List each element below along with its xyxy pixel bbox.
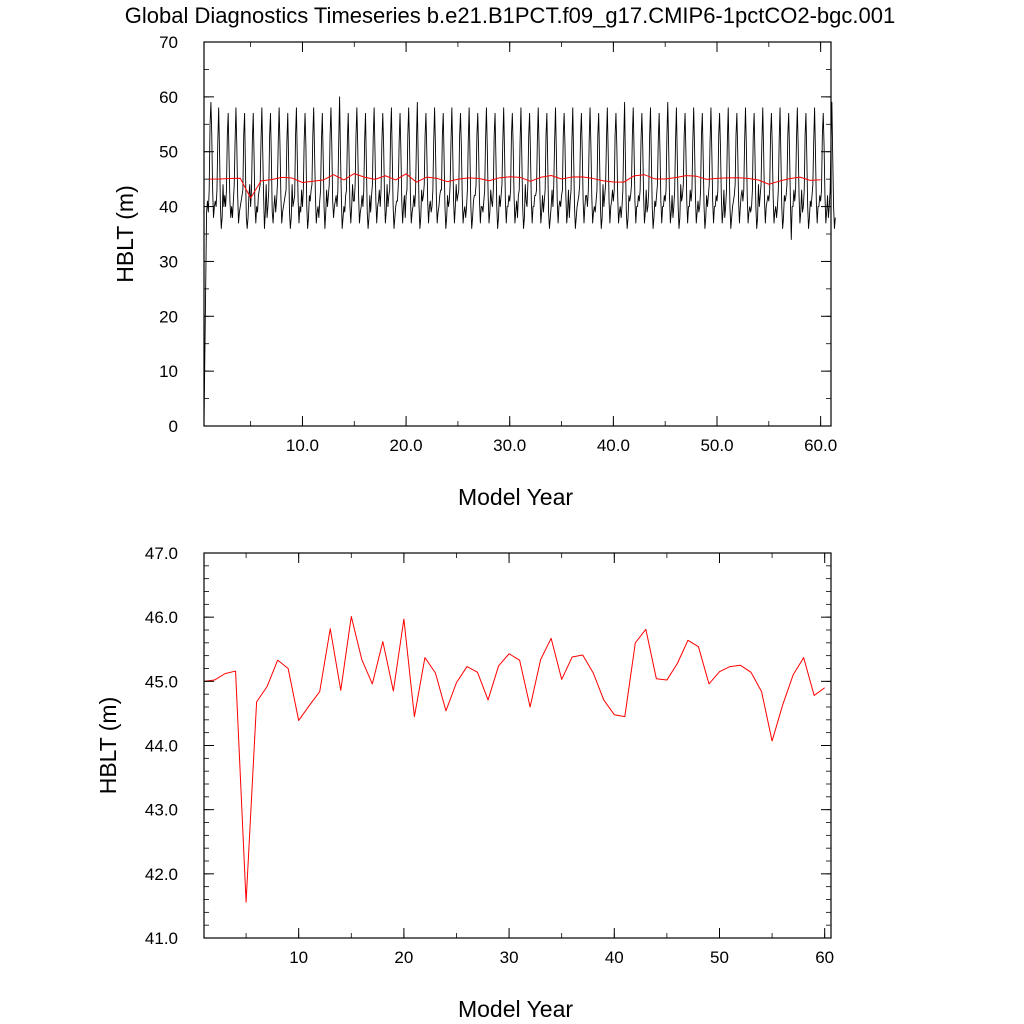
y-tick-label: 30 [159, 252, 178, 271]
x-tick-label: 60 [815, 948, 834, 967]
series-line-annual-mean-hblt [203, 616, 825, 903]
y-tick-label: 46.0 [145, 608, 178, 627]
plot-frame [203, 552, 832, 939]
y-tick-label: 50 [159, 143, 178, 162]
x-tick-label: 60.0 [804, 436, 837, 455]
y-tick-label: 10 [159, 362, 178, 381]
y-tick-label: 60 [159, 88, 178, 107]
y-tick-label: 0 [169, 417, 178, 436]
panel-top-timeseries: 10.0 20.0 30.0 40.0 50.0 60.0 0 10 20 30 40 50 60 70 M… [112, 33, 837, 510]
x-tick-label: 30 [500, 948, 519, 967]
y-tick-label: 20 [159, 307, 178, 326]
x-tick-label: 20.0 [390, 436, 423, 455]
panel-bottom-annual-mean: 10 20 30 40 50 60 41.0 42.0 43.0 44.0 45.0 46.0 47.0… [95, 544, 834, 1022]
x-tick-label: 40 [605, 948, 624, 967]
y-tick-label: 45.0 [145, 672, 178, 691]
x-axis-label: Model Year [458, 996, 573, 1022]
y-tick-label: 70 [159, 33, 178, 52]
y-tick-label: 44.0 [145, 737, 178, 756]
x-tick-label: 50.0 [700, 436, 733, 455]
x-tick-label: 40.0 [597, 436, 630, 455]
plot-frame [203, 41, 832, 427]
x-tick-label: 50 [710, 948, 729, 967]
x-tick-label: 30.0 [493, 436, 526, 455]
x-tick-label: 10.0 [286, 436, 319, 455]
y-tick-label: 41.0 [145, 929, 178, 948]
series-line-annual-mean-hblt [209, 173, 821, 199]
series-line-monthly-hblt [203, 96, 836, 427]
x-tick-label: 20 [394, 948, 413, 967]
y-tick-label: 42.0 [145, 865, 178, 884]
y-axis-label: HBLT (m) [95, 697, 121, 795]
figure-title: Global Diagnostics Timeseries b.e21.B1PC… [125, 3, 895, 28]
y-axis-label: HBLT (m) [112, 185, 138, 283]
y-tick-label: 43.0 [145, 801, 178, 820]
x-axis-label: Model Year [458, 484, 573, 510]
y-tick-label: 40 [159, 198, 178, 217]
x-tick-label: 10 [289, 948, 308, 967]
y-tick-label: 47.0 [145, 544, 178, 563]
